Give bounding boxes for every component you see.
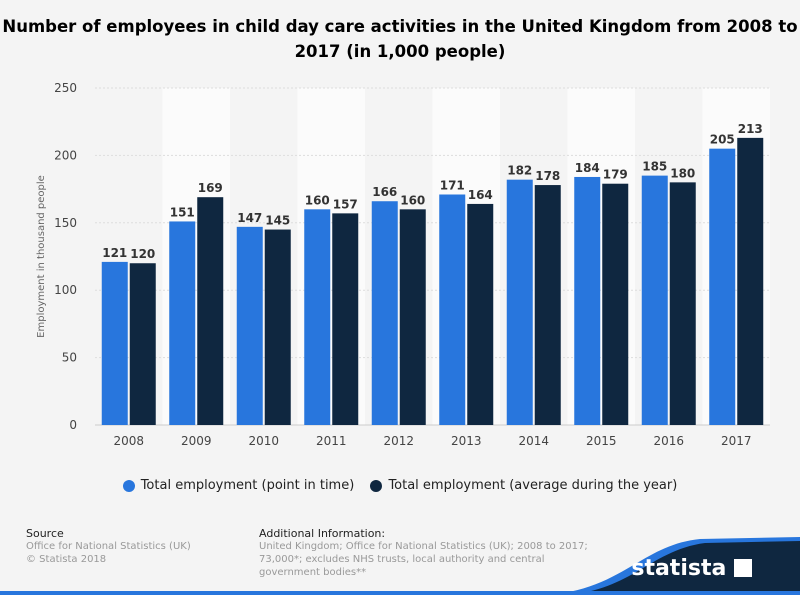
x-tick-label: 2014: [518, 434, 549, 448]
bar: [129, 263, 156, 425]
x-tick-label: 2017: [721, 434, 752, 448]
legend-label: Total employment (average during the yea…: [388, 478, 678, 493]
additional-info-block: Additional Information: United Kingdom; …: [259, 527, 588, 579]
x-tick-label: 2013: [451, 434, 482, 448]
data-label: 169: [198, 181, 223, 195]
data-label: 178: [535, 169, 560, 183]
x-tick-label: 2016: [653, 434, 684, 448]
statista-logo-icon: [734, 559, 752, 577]
data-label: 121: [102, 246, 127, 260]
bar: [236, 226, 263, 425]
data-label: 171: [440, 178, 465, 192]
data-label: 151: [170, 205, 195, 219]
data-label: 145: [265, 214, 290, 228]
data-label: 157: [333, 197, 358, 211]
bar: [669, 182, 696, 425]
bar: [574, 176, 601, 425]
data-label: 180: [670, 166, 695, 180]
x-tick-label: 2009: [181, 434, 212, 448]
data-label: 160: [400, 193, 425, 207]
data-label: 213: [738, 122, 763, 136]
statista-banner: [0, 537, 800, 595]
bar: [467, 203, 494, 425]
y-tick-label: 250: [54, 81, 77, 95]
data-label: 160: [305, 193, 330, 207]
bar: [506, 179, 533, 425]
x-tick-label: 2010: [248, 434, 279, 448]
bar: [101, 261, 128, 425]
y-tick-label: 150: [54, 216, 77, 230]
chart-title: Number of employees in child day care ac…: [2, 17, 798, 61]
bar: [602, 183, 629, 425]
legend: Total employment (point in time) Total e…: [0, 478, 800, 496]
bar: [169, 221, 196, 425]
y-tick-label: 50: [62, 351, 77, 365]
bar: [534, 185, 561, 425]
data-label: 179: [603, 168, 628, 182]
data-label: 205: [710, 133, 735, 147]
legend-label: Total employment (point in time): [140, 478, 355, 493]
info-line: government bodies**: [259, 567, 367, 578]
legend-item-point-in-time[interactable]: Total employment (point in time): [122, 478, 355, 493]
bar: [371, 201, 398, 425]
bar: [332, 213, 359, 425]
data-label: 166: [372, 185, 397, 199]
bar: [737, 137, 764, 425]
bar: [709, 148, 736, 425]
info-line: 73,000*; excludes NHS trusts, local auth…: [259, 554, 545, 565]
data-label: 185: [642, 160, 667, 174]
y-tick-label: 0: [69, 418, 77, 432]
bar: [641, 175, 668, 425]
statista-logo[interactable]: statista: [631, 556, 752, 581]
data-label: 120: [130, 247, 155, 261]
x-tick-label: 2011: [316, 434, 347, 448]
data-label: 147: [237, 211, 262, 225]
copyright-line: © Statista 2018: [26, 554, 107, 565]
source-line[interactable]: Office for National Statistics (UK): [26, 541, 191, 552]
x-tick-label: 2015: [586, 434, 617, 448]
y-tick-label: 100: [54, 283, 77, 297]
bar: [264, 229, 291, 425]
legend-marker-icon: [122, 479, 135, 492]
bar: [197, 197, 224, 425]
x-tick-label: 2012: [383, 434, 414, 448]
x-tick-label: 2008: [113, 434, 144, 448]
legend-item-average[interactable]: Total employment (average during the yea…: [370, 478, 677, 493]
bar: [439, 194, 466, 425]
bar-chart: 0 50 100 150 200 250 Employment in thousand pe…: [36, 81, 770, 448]
source-block: Source Office for National Statistics (U…: [26, 527, 191, 566]
y-tick-label: 200: [54, 148, 77, 162]
info-heading: Additional Information:: [259, 527, 386, 540]
data-label: 182: [507, 164, 532, 178]
data-label: 164: [468, 188, 493, 202]
bar: [399, 209, 426, 425]
data-label: 184: [575, 161, 600, 175]
bar: [304, 209, 331, 425]
legend-marker-icon: [370, 479, 383, 492]
info-line: United Kingdom; Office for National Stat…: [259, 541, 588, 552]
source-heading: Source: [26, 527, 64, 540]
y-axis-label: Employment in thousand people: [36, 175, 47, 338]
